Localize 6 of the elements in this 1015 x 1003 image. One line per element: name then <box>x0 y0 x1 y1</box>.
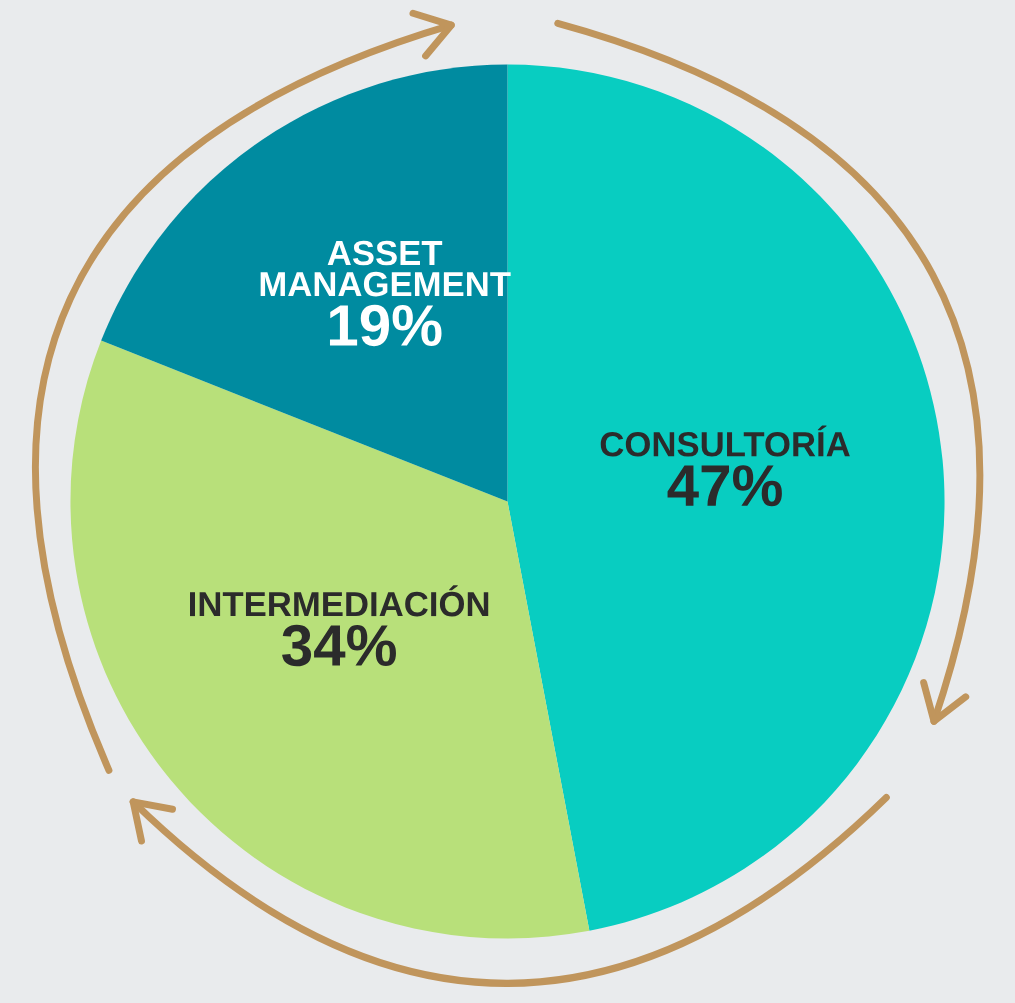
slice-label: CONSULTORÍA <box>600 425 850 457</box>
data-label: 34% <box>282 624 396 667</box>
data-label: 47% <box>667 465 782 507</box>
slice-label: INTERMEDIACIÓN <box>190 585 489 617</box>
slice-label: ASSET MANAGEMENT <box>260 240 511 297</box>
data-label: 19% <box>329 304 442 347</box>
